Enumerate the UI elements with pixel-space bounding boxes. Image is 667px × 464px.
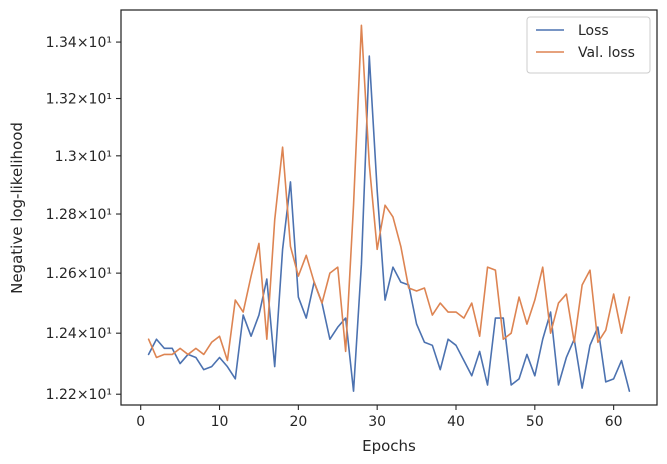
x-axis-ticks: 0 10 20 30 40 50 60 (136, 405, 623, 430)
plot-frame (120, 9, 658, 406)
y-axis-ticks: 1.22×10¹ 1.24×10¹ 1.26×10¹ 1.28×10¹ 1.3×10¹ 1… (46, 35, 121, 403)
x-axis-title: Epochs (362, 437, 416, 455)
x-tick-label: 10 (211, 414, 229, 430)
legend: Loss Val. loss (526, 16, 651, 74)
x-tick-label: 20 (289, 414, 307, 430)
y-tick-label: 1.3×10¹ (55, 149, 112, 165)
x-tick-label: 60 (605, 414, 623, 430)
y-tick-label: 1.24×10¹ (46, 326, 112, 342)
y-tick-label: 1.28×10¹ (46, 207, 112, 223)
x-tick-label: 0 (136, 414, 145, 430)
legend-label-loss: Loss (578, 23, 609, 39)
y-tick-label: 1.32×10¹ (46, 92, 112, 108)
series-lines (147, 24, 631, 392)
y-tick-label: 1.26×10¹ (46, 266, 112, 282)
y-axis-title: Negative log-likelihood (8, 122, 26, 294)
x-tick-label: 40 (447, 414, 465, 430)
legend-label-val-loss: Val. loss (578, 45, 635, 61)
y-tick-label: 1.22×10¹ (46, 387, 112, 403)
series-line-val-loss (147, 24, 631, 362)
y-tick-label: 1.34×10¹ (46, 35, 112, 51)
legend-frame (526, 16, 651, 74)
plot-area (121, 10, 657, 405)
x-tick-label: 30 (368, 414, 386, 430)
x-tick-label: 50 (526, 414, 544, 430)
